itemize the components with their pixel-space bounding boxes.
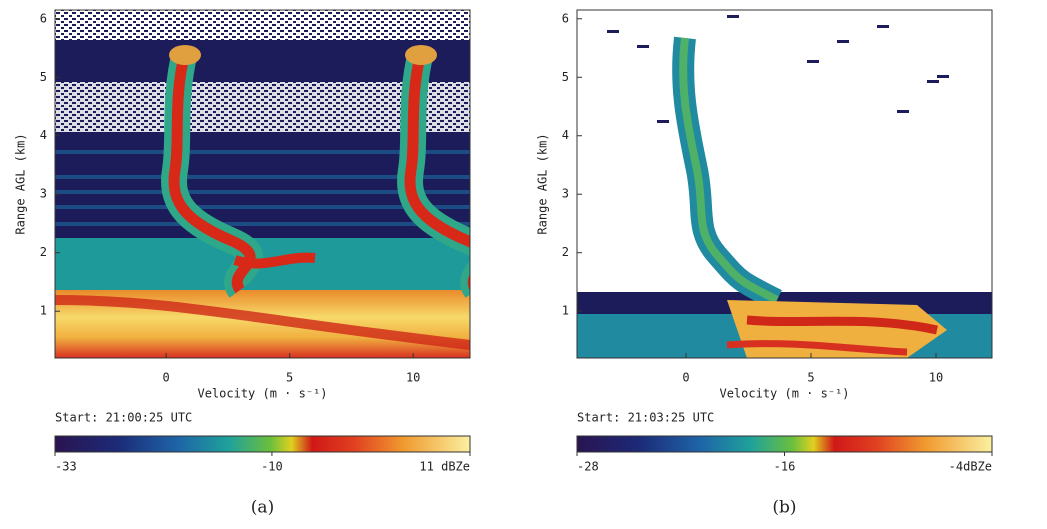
streak [55, 150, 470, 154]
x-axis-label: Velocity (m · s⁻¹) [197, 387, 327, 401]
streak [55, 190, 470, 194]
y-tick-label: 6 [40, 11, 47, 25]
colorbar [54, 435, 471, 453]
y-tick-label: 1 [40, 304, 47, 318]
plume-core [679, 37, 779, 304]
y-axis-label: Range AGL (km) [536, 133, 550, 234]
start-time: Start: 21:00:25 UTC [55, 411, 192, 425]
x-tick-label: 0 [682, 371, 689, 385]
plume-top [169, 45, 201, 65]
speckle [897, 110, 909, 113]
speckle [837, 40, 849, 43]
x-tick-label: 5 [807, 371, 814, 385]
colorbar-tick-label: -10 [261, 460, 283, 474]
plot-frame [576, 9, 993, 359]
y-axis-label: Range AGL (km) [14, 133, 28, 234]
y-tick-label: 6 [562, 11, 569, 25]
speckle [927, 80, 939, 83]
y-tick-label: 1 [562, 304, 569, 318]
x-tick-label: 5 [286, 371, 293, 385]
x-tick-label: 10 [406, 371, 420, 385]
hot-streak [233, 252, 316, 269]
plot-frame [54, 9, 471, 359]
y-tick-label: 4 [562, 128, 569, 142]
plume-core [404, 50, 470, 291]
x-axis-label: Velocity (m · s⁻¹) [719, 387, 849, 401]
speckle [657, 120, 669, 123]
colorbar [576, 435, 993, 453]
y-tick-label: 3 [40, 187, 47, 201]
start-time: Start: 21:03:25 UTC [577, 411, 714, 425]
streak [55, 222, 470, 226]
streak [55, 205, 470, 209]
speckle [937, 75, 949, 78]
y-tick-label: 3 [562, 187, 569, 201]
speckle [877, 25, 889, 28]
y-tick-label: 5 [40, 70, 47, 84]
x-tick-label: 0 [163, 371, 170, 385]
hot-streak [746, 315, 938, 335]
caption: (b) [772, 498, 796, 518]
speckle [727, 15, 739, 18]
speckle [637, 45, 649, 48]
colorbar-tick-label: -28 [577, 460, 599, 474]
speckle [807, 60, 819, 63]
colorbar-tick-label: -4dBZe [949, 460, 992, 474]
plot-area [55, 10, 470, 358]
y-tick-label: 2 [562, 245, 569, 259]
colorbar-tick-label: -33 [55, 460, 77, 474]
noise-band [55, 10, 470, 40]
caption: (a) [251, 498, 274, 518]
x-tick-label: 10 [929, 371, 943, 385]
hot-streak [726, 340, 908, 356]
plume-top [405, 45, 437, 65]
hot-streak [55, 295, 470, 350]
colorbar-tick-label: -16 [774, 460, 796, 474]
y-tick-label: 4 [40, 128, 47, 142]
colorbar-tick-label: 11 dBZe [419, 460, 470, 474]
y-tick-label: 2 [40, 245, 47, 259]
y-tick-label: 5 [562, 70, 569, 84]
plot-area [577, 10, 992, 358]
streak [55, 175, 470, 179]
speckle [607, 30, 619, 33]
